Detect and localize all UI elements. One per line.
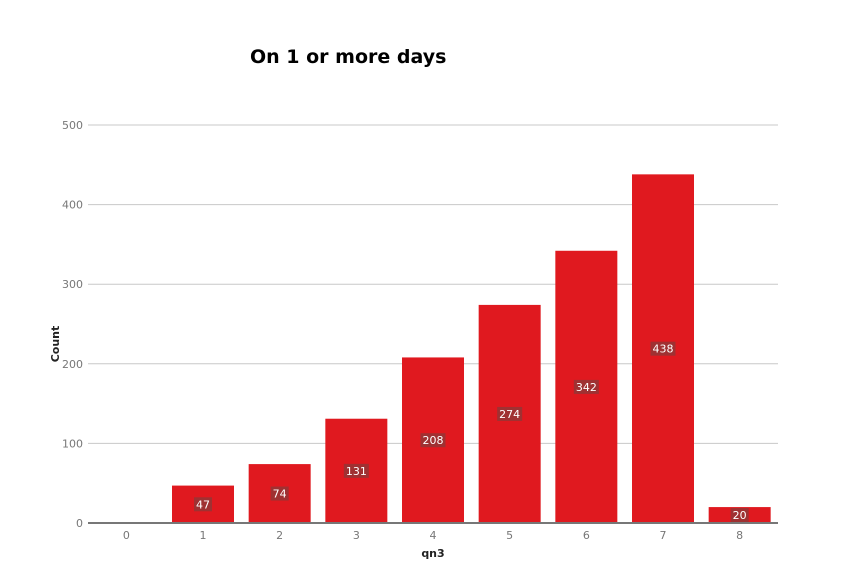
y-tick-label: 500 xyxy=(62,119,83,132)
x-tick-label: 2 xyxy=(276,529,283,542)
y-tick-label: 300 xyxy=(62,278,83,291)
data-label-bg xyxy=(343,463,369,478)
data-label: 131 xyxy=(346,465,367,478)
data-label-bg xyxy=(730,508,749,523)
y-tick-label: 100 xyxy=(62,437,83,450)
data-label: 74 xyxy=(273,488,287,501)
data-label-bg xyxy=(573,379,599,394)
data-label-bg xyxy=(194,497,212,512)
data-label: 47 xyxy=(196,498,210,511)
x-tick-label: 5 xyxy=(506,529,513,542)
data-label: 438 xyxy=(653,343,674,356)
data-label-bg xyxy=(270,486,289,501)
x-tick-label: 4 xyxy=(430,529,437,542)
y-tick-label: 0 xyxy=(76,517,83,530)
x-tick-label: 3 xyxy=(353,529,360,542)
y-axis-title: Count xyxy=(49,326,62,363)
data-label: 20 xyxy=(733,509,747,522)
bars xyxy=(172,174,771,524)
y-tick-label: 200 xyxy=(62,358,83,371)
x-tick-label: 6 xyxy=(583,529,590,542)
data-label: 274 xyxy=(499,408,520,421)
y-tick-label: 400 xyxy=(62,199,83,212)
x-axis-title: qn3 xyxy=(421,547,444,560)
data-label-bg xyxy=(420,433,446,448)
data-label-bg xyxy=(650,341,676,356)
chart-title: On 1 or more days xyxy=(250,46,447,68)
x-tick-label: 0 xyxy=(123,529,130,542)
data-label: 342 xyxy=(576,381,597,394)
x-tick-label: 8 xyxy=(736,529,743,542)
data-label: 208 xyxy=(423,434,444,447)
x-tick-label: 7 xyxy=(660,529,667,542)
data-labels: 47 74 131 208 274 342 438 20 xyxy=(194,341,749,523)
axes: 0 100 200 300 400 500 0 1 2 3 4 5 6 7 8 qn3 Count xyxy=(49,119,778,560)
x-tick-label: 1 xyxy=(200,529,207,542)
data-label-bg xyxy=(497,406,523,421)
